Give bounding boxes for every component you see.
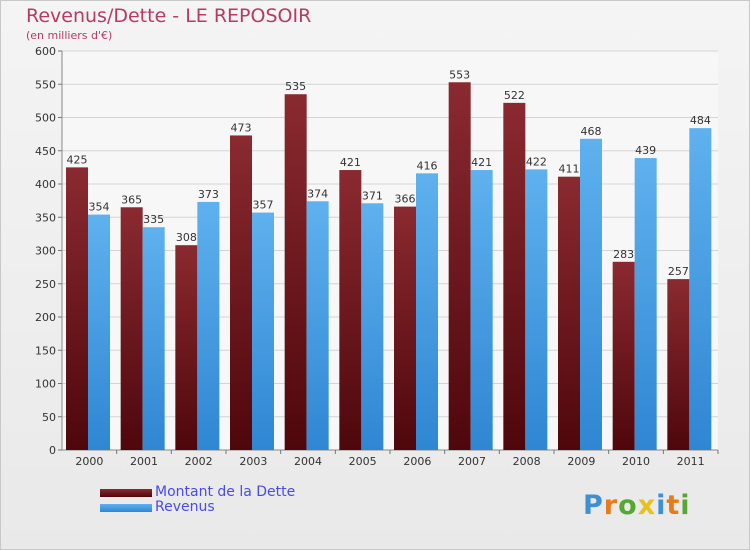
data-label-revenus: 374 xyxy=(307,187,328,200)
x-tick-label: 2004 xyxy=(294,455,322,468)
x-tick-label: 2010 xyxy=(622,455,650,468)
bar-dette xyxy=(66,167,88,450)
data-label-dette: 425 xyxy=(67,153,88,166)
x-tick-label: 2000 xyxy=(75,455,103,468)
x-tick-label: 2009 xyxy=(567,455,595,468)
data-label-revenus: 439 xyxy=(635,144,656,157)
data-label-dette: 421 xyxy=(340,156,361,169)
data-label-dette: 366 xyxy=(395,193,416,206)
y-tick-label: 600 xyxy=(35,45,56,58)
y-tick-label: 250 xyxy=(35,278,56,291)
legend-label-dette: Montant de la Dette xyxy=(155,484,296,500)
bar-revenus xyxy=(88,214,110,450)
legend-label-revenus: Revenus xyxy=(155,499,215,515)
bar-dette xyxy=(175,245,198,450)
logo-letter: x xyxy=(637,490,657,521)
y-tick-label: 300 xyxy=(35,245,56,258)
logo-letter: o xyxy=(618,490,638,521)
bar-dette xyxy=(558,176,580,450)
data-label-dette: 257 xyxy=(668,265,689,278)
data-label-dette: 308 xyxy=(176,231,197,244)
data-label-revenus: 371 xyxy=(362,189,383,202)
x-tick-label: 2007 xyxy=(458,455,486,468)
data-label-revenus: 416 xyxy=(417,159,438,172)
data-label-dette: 473 xyxy=(231,121,252,134)
data-label-revenus: 421 xyxy=(471,156,492,169)
data-label-revenus: 357 xyxy=(253,199,274,212)
y-tick-label: 450 xyxy=(35,145,56,158)
y-tick-label: 150 xyxy=(35,344,56,357)
bar-revenus xyxy=(252,212,274,450)
legend-swatch-dette xyxy=(100,489,152,497)
y-tick-label: 350 xyxy=(35,211,56,224)
x-tick-label: 2006 xyxy=(403,455,431,468)
data-label-revenus: 468 xyxy=(581,125,602,138)
y-tick-label: 100 xyxy=(35,378,56,391)
logo-letter: i xyxy=(680,490,691,521)
legend-swatch-revenus xyxy=(100,504,152,512)
bar-revenus xyxy=(525,169,548,450)
bar-dette xyxy=(394,206,416,450)
bar-revenus xyxy=(361,203,384,450)
data-label-dette: 365 xyxy=(121,193,142,206)
bar-revenus xyxy=(689,128,712,450)
data-label-dette: 411 xyxy=(559,163,580,176)
bar-revenus xyxy=(306,201,329,450)
x-tick-label: 2003 xyxy=(239,455,267,468)
logo-letter: r xyxy=(603,490,619,521)
bar-dette xyxy=(120,207,143,450)
data-label-dette: 535 xyxy=(285,80,306,93)
bar-dette xyxy=(503,102,526,451)
data-label-revenus: 484 xyxy=(690,114,711,127)
plot-area: 0 50 100 150 200 250 300 350 400 450 500 550 600 2000… xyxy=(35,45,719,468)
chart-title: Revenus/Dette - LE REPOSOIR xyxy=(26,5,312,27)
data-label-revenus: 373 xyxy=(198,188,219,201)
data-label-dette: 522 xyxy=(504,89,525,102)
chart-subtitle: (en milliers d'€) xyxy=(26,29,113,42)
logo-letter: t xyxy=(666,490,681,521)
logo-letter: P xyxy=(583,490,604,521)
x-tick-label: 2005 xyxy=(349,455,377,468)
bar-revenus xyxy=(416,173,438,451)
x-tick-label: 2008 xyxy=(513,455,541,468)
bar-dette xyxy=(612,261,635,450)
y-tick-label: 50 xyxy=(42,411,56,424)
data-label-dette: 283 xyxy=(613,248,634,261)
bar-dette xyxy=(448,82,471,450)
proxiti-logo: Proxiti xyxy=(583,490,691,521)
bar-dette xyxy=(667,279,690,450)
bar-revenus xyxy=(470,170,493,450)
data-label-revenus: 354 xyxy=(89,201,110,214)
x-tick-label: 2001 xyxy=(130,455,158,468)
data-label-revenus: 335 xyxy=(143,213,164,226)
y-tick-label: 0 xyxy=(49,444,56,457)
bar-dette xyxy=(339,170,362,450)
bar-dette xyxy=(230,135,252,450)
bar-revenus xyxy=(580,138,602,450)
y-tick-label: 500 xyxy=(35,112,56,125)
bar-revenus xyxy=(197,201,220,450)
x-tick-label: 2002 xyxy=(185,455,213,468)
bar-revenus xyxy=(634,158,657,450)
bar-revenus xyxy=(142,227,165,450)
y-tick-label: 400 xyxy=(35,178,56,191)
x-tick-label: 2011 xyxy=(677,455,705,468)
data-label-revenus: 422 xyxy=(526,155,547,168)
bar-dette xyxy=(284,94,307,450)
y-tick-label: 200 xyxy=(35,311,56,324)
y-tick-label: 550 xyxy=(35,78,56,91)
logo-letter: i xyxy=(656,490,667,521)
data-label-dette: 553 xyxy=(449,68,470,81)
